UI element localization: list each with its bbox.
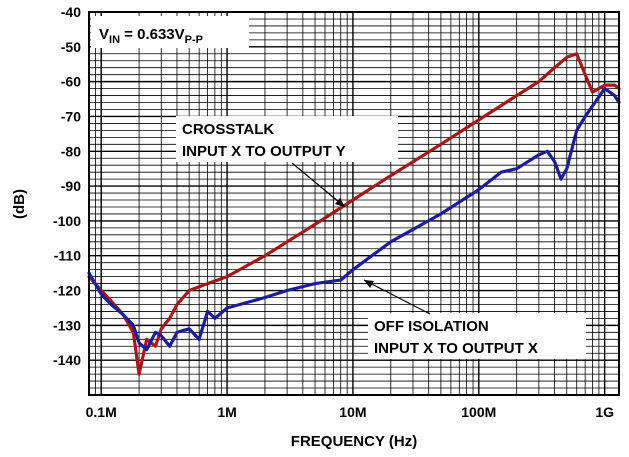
crosstalk-arrowhead: [335, 198, 345, 207]
x-tick-label: 1G: [595, 404, 614, 420]
condition-label: VIN = 0.633VP-P: [99, 26, 203, 46]
off-isolation-arrow: [363, 279, 431, 315]
y-tick-label: -120: [53, 283, 81, 299]
y-tick-label: -50: [61, 39, 81, 55]
x-tick-label: 1M: [217, 404, 236, 420]
y-tick-label: -40: [61, 4, 81, 20]
plot-frame: [88, 11, 620, 396]
condition-box: [91, 16, 249, 48]
off-isolation-arrowhead: [364, 280, 374, 288]
y-tick-label: -100: [53, 213, 81, 229]
y-tick-label: -90: [61, 178, 81, 194]
y-tick-label: -60: [61, 74, 81, 90]
y-tick-label: -110: [54, 248, 81, 264]
series-line-crosstalk: [87, 52, 621, 376]
off-isolation-label-line2: INPUT X TO OUTPUT X: [374, 340, 538, 357]
crosstalk-label-line1: CROSSTALK: [182, 121, 274, 138]
crosstalk-label-line2: INPUT X TO OUTPUT Y: [182, 143, 346, 160]
series-layer: [87, 52, 621, 376]
off-isolation-label-line1: OFF ISOLATION: [374, 318, 489, 335]
y-tick-label: -70: [61, 108, 81, 124]
off-isolation-label-box: [368, 313, 586, 359]
y-axis-title: (dB): [11, 189, 28, 219]
crosstalk-label-box: [176, 116, 398, 162]
x-tick-label: 0.1M: [86, 404, 117, 420]
crosstalk-arrow: [291, 162, 346, 208]
series-line-off_isolation: [87, 86, 621, 352]
x-tick-label: 10M: [339, 404, 366, 420]
y-tick-label: -140: [53, 352, 81, 368]
y-tick-label: -130: [53, 317, 81, 333]
x-tick-label: 100M: [461, 404, 496, 420]
x-axis-title: FREQUENCY (Hz): [291, 433, 417, 450]
y-tick-label: -80: [61, 143, 81, 159]
tick-layer: -140 -130 -120 -110 -100 -90 -80 -70 -60 -50 -40 0.…: [53, 4, 614, 420]
